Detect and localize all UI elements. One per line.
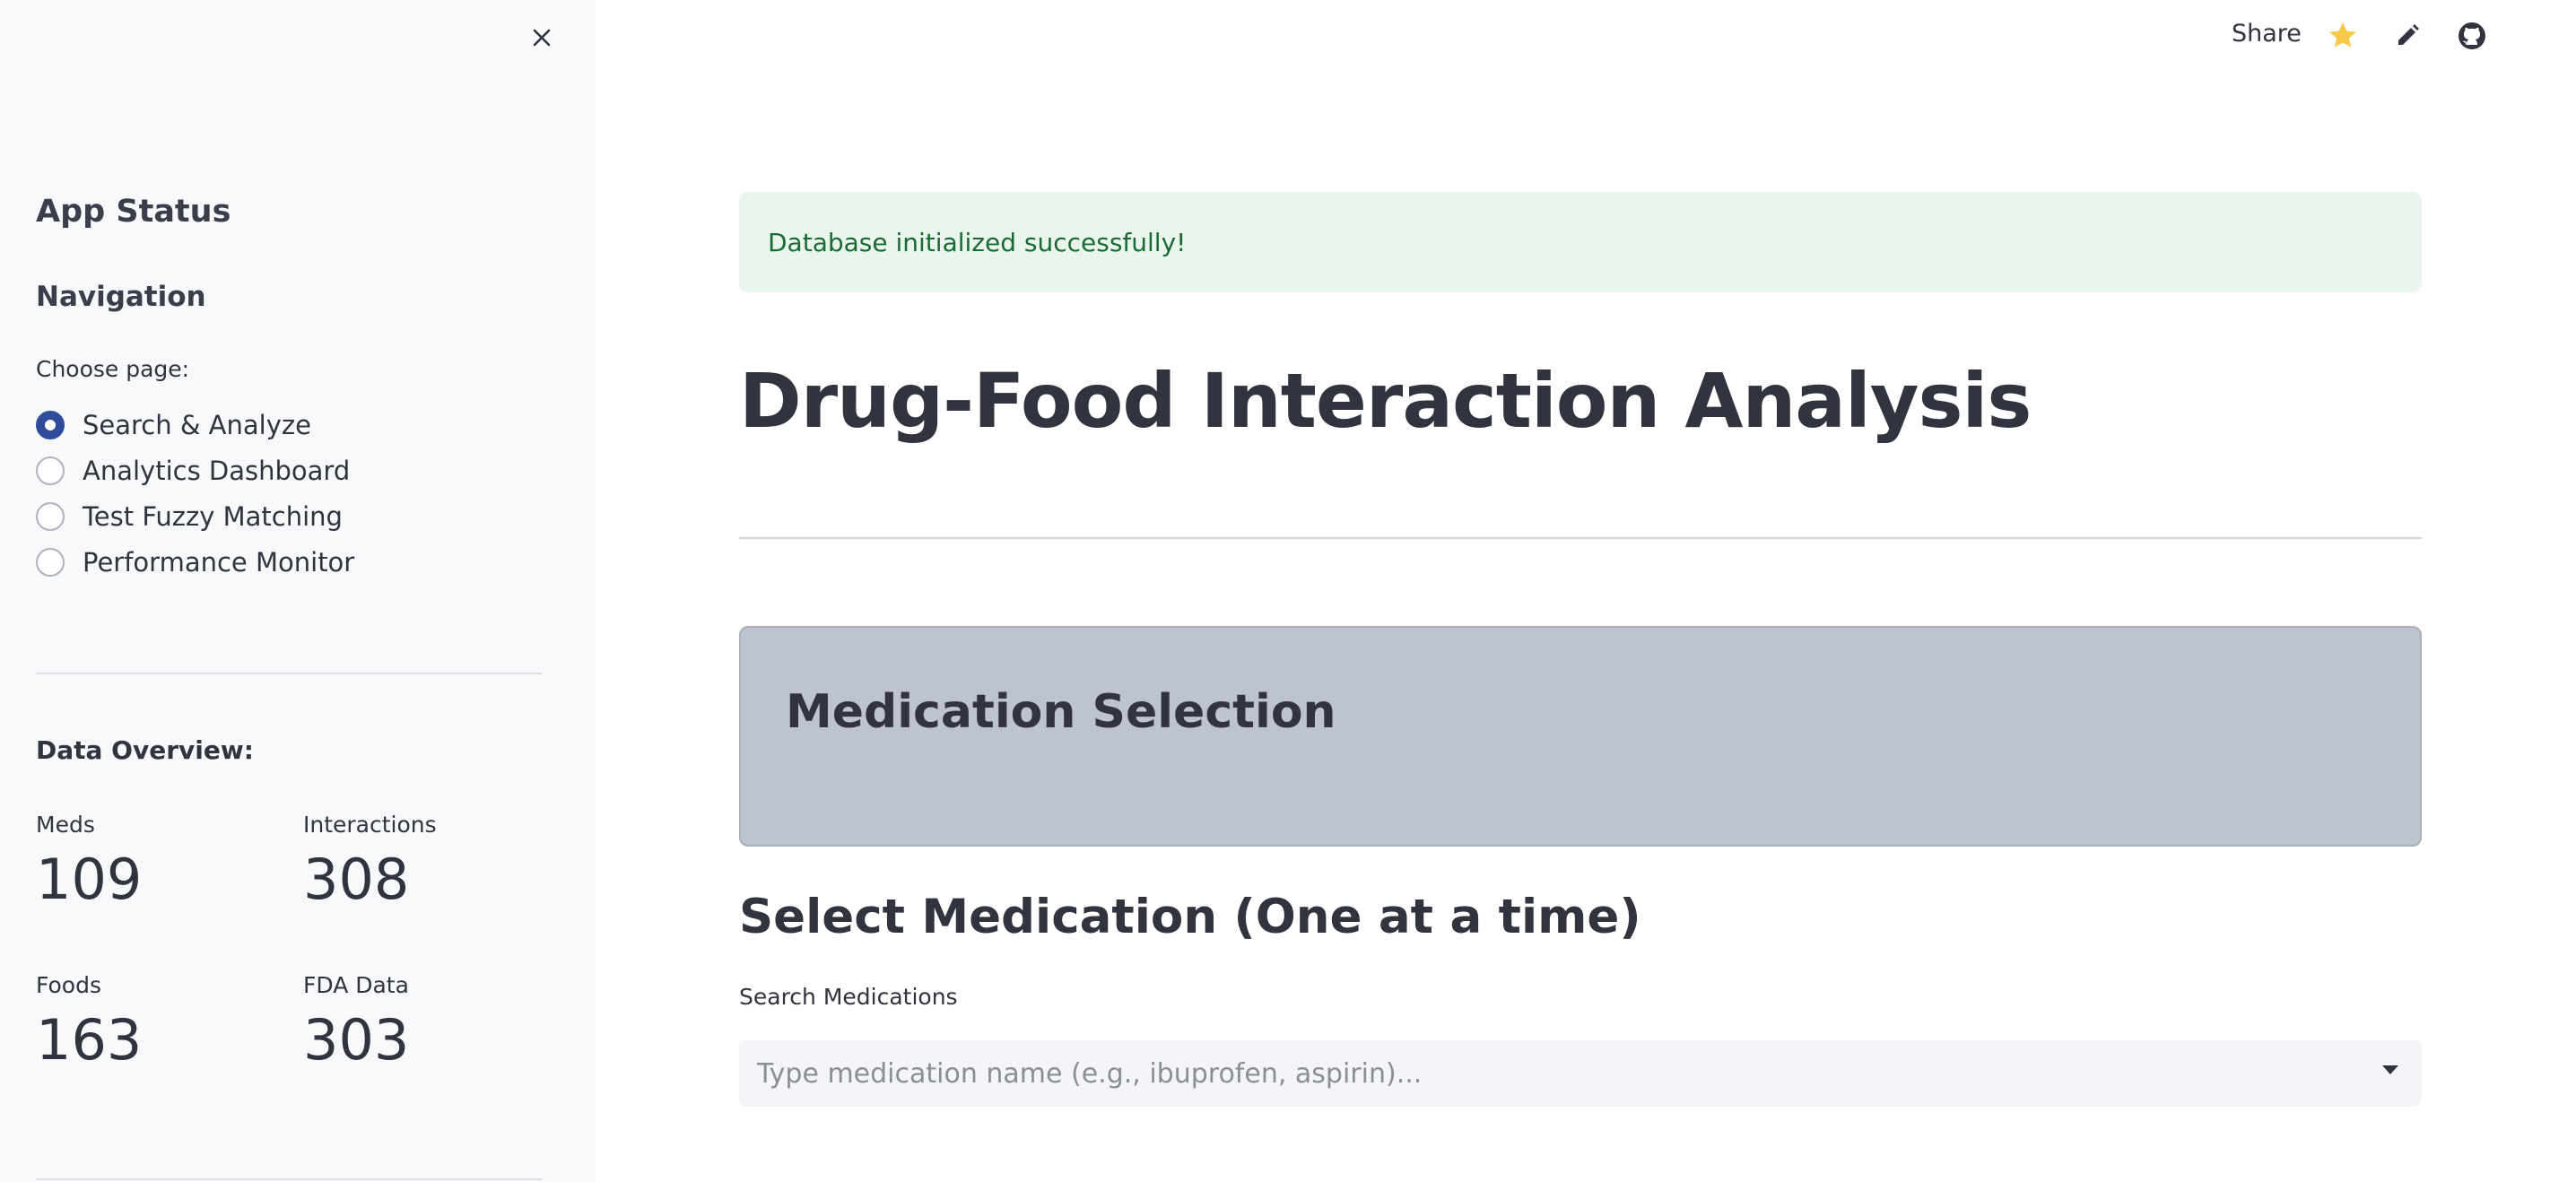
app-status-heading: App Status <box>36 194 231 230</box>
sidebar: App Status Navigation Choose page: Searc… <box>0 0 596 1182</box>
radio-button[interactable] <box>36 410 65 439</box>
metric-label: FDA Data <box>303 972 409 998</box>
close-sidebar-button[interactable] <box>524 20 560 56</box>
page-radio-group: Search & Analyze Analytics Dashboard Tes… <box>36 402 354 585</box>
radio-search-analyze[interactable]: Search & Analyze <box>36 402 354 448</box>
page-title: Drug-Food Interaction Analysis <box>739 357 2032 445</box>
metric-label: Foods <box>36 972 101 998</box>
choose-page-label: Choose page: <box>36 356 190 382</box>
medication-selection-section: Medication Selection <box>739 626 2422 847</box>
radio-button[interactable] <box>36 456 65 485</box>
section-title: Medication Selection <box>786 685 1336 739</box>
radio-button[interactable] <box>36 547 65 577</box>
metric-fda-data: FDA Data 303 <box>303 972 409 1068</box>
main-divider <box>739 537 2422 539</box>
navigation-heading: Navigation <box>36 281 206 313</box>
star-button[interactable] <box>2325 18 2361 54</box>
metric-label: Interactions <box>303 812 437 838</box>
search-medications-label: Search Medications <box>739 984 958 1010</box>
medication-search-input[interactable] <box>757 1057 2354 1090</box>
star-icon <box>2329 22 2356 48</box>
metric-foods: Foods 163 <box>36 972 142 1068</box>
radio-label: Search & Analyze <box>83 409 311 440</box>
metric-value: 308 <box>303 847 410 912</box>
metric-value: 163 <box>36 1007 143 1073</box>
radio-test-fuzzy-matching[interactable]: Test Fuzzy Matching <box>36 493 354 539</box>
radio-label: Test Fuzzy Matching <box>83 500 343 532</box>
metric-interactions: Interactions 308 <box>303 812 437 908</box>
github-button[interactable] <box>2454 18 2490 54</box>
metric-meds: Meds 109 <box>36 812 142 908</box>
github-icon <box>2459 22 2485 49</box>
metric-label: Meds <box>36 812 95 838</box>
radio-label: Performance Monitor <box>83 546 355 578</box>
pencil-icon <box>2398 24 2419 45</box>
success-alert: Database initialized successfully! <box>739 192 2422 292</box>
sidebar-divider <box>36 1178 542 1180</box>
radio-performance-monitor[interactable]: Performance Monitor <box>36 539 354 585</box>
close-icon <box>533 29 551 47</box>
data-overview-heading: Data Overview: <box>36 735 254 765</box>
share-button[interactable]: Share <box>2232 20 2302 48</box>
select-medication-heading: Select Medication (One at a time) <box>739 890 1641 944</box>
radio-label: Analytics Dashboard <box>83 455 351 486</box>
radio-analytics-dashboard[interactable]: Analytics Dashboard <box>36 448 354 493</box>
sidebar-divider <box>36 673 542 674</box>
medication-search-select[interactable] <box>739 1040 2422 1107</box>
metric-value: 109 <box>36 847 143 912</box>
metric-value: 303 <box>303 1007 410 1073</box>
radio-button[interactable] <box>36 501 65 531</box>
chevron-down-icon[interactable] <box>2382 1065 2398 1074</box>
edit-button[interactable] <box>2389 18 2425 54</box>
